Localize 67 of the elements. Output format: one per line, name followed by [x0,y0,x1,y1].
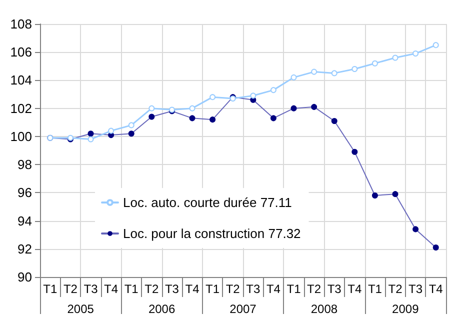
y-tick-label: 106 [10,44,32,60]
point [352,66,358,72]
x-tick-label: T1 [368,282,382,296]
point [250,92,256,99]
point [392,191,398,198]
point [88,130,94,137]
point [210,94,216,100]
text: 2008 [310,302,338,316]
point [128,130,134,137]
point [352,148,358,155]
point [88,136,94,142]
point [290,74,297,80]
x-tick-label: T3 [408,282,423,296]
point [311,104,318,110]
x-tick-label: T4 [428,282,444,296]
point [412,226,419,232]
y-tick-label: 100 [10,128,32,144]
point [432,42,439,48]
x-tick-label: T1 [286,282,302,296]
y-tick-label: 90 [18,270,32,284]
point [290,105,297,112]
y-tick-label: 108 [10,16,32,32]
point [432,244,439,250]
point [148,105,155,112]
point [270,115,276,122]
y-tick-label: 92 [18,241,32,256]
x-tick-label: T3 [164,282,180,296]
legend-label: Loc. pour la construction 77.32 [123,226,301,241]
point [128,122,134,128]
text: 2009 [392,302,420,316]
point [372,60,378,66]
x-tick-label: T3 [84,282,98,296]
y-tick-label: 94 [18,213,32,228]
y-tick-label: 96 [18,185,32,200]
x-tick-label: T2 [388,282,403,296]
point [331,118,338,124]
y-tick-label: 102 [10,100,32,116]
point [412,50,419,57]
x-tick-label: T4 [185,282,200,296]
point [392,54,398,61]
x-tick-label: T2 [63,282,78,296]
text: 2007 [230,302,257,316]
point [372,192,378,198]
text: 2005 [67,302,94,316]
x-tick-label: T4 [348,282,362,296]
point [210,116,216,123]
point [331,70,338,76]
y-tick-label: 104 [10,72,32,88]
x-tick-label: T2 [226,282,240,296]
x-tick-label: T2 [307,282,322,296]
point [270,87,276,94]
point [108,128,114,134]
x-tick-label: T1 [206,282,220,296]
legend-label: Loc. auto. courte durée 77.11 [123,195,292,210]
point [311,68,318,75]
y-tick-label: 98 [18,157,32,172]
x-tick-label: T4 [104,282,118,296]
point [189,115,196,122]
x-tick-label: T1 [43,282,58,296]
x-tick-label: T1 [124,282,139,296]
x-tick-label: T3 [246,282,260,296]
text: 2006 [148,302,176,316]
x-tick-label: T2 [144,282,159,296]
x-tick-label: T3 [327,282,342,296]
point [148,114,155,120]
x-tick-label: T4 [266,282,281,296]
point [189,105,196,112]
